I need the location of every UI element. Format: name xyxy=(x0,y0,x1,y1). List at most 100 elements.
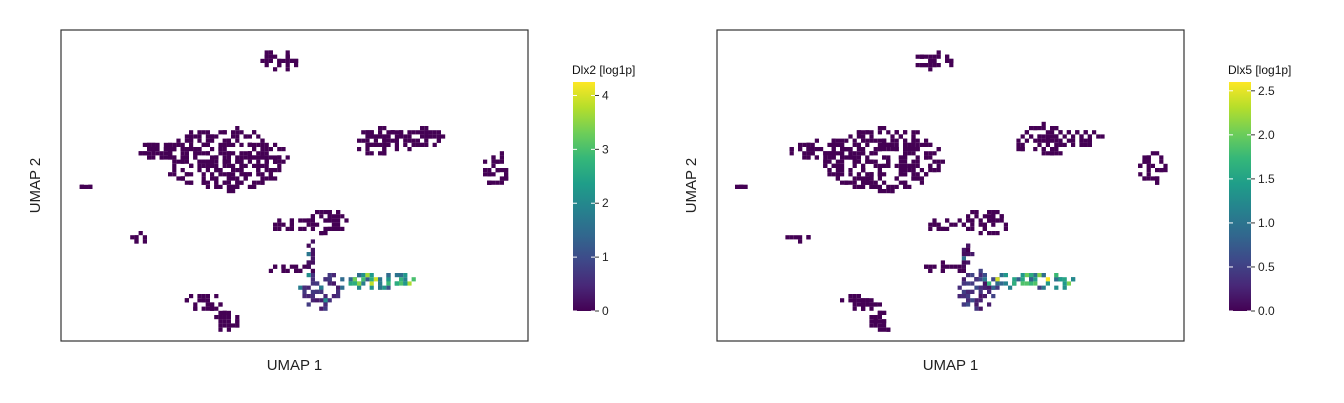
umap-cell xyxy=(214,180,219,185)
umap-cell xyxy=(365,134,370,139)
umap-cell xyxy=(184,151,189,156)
umap-cell xyxy=(970,289,975,294)
umap-cell xyxy=(911,130,916,135)
umap-cell xyxy=(848,180,853,185)
umap-cell xyxy=(890,138,895,143)
umap-cell xyxy=(957,294,962,299)
umap-cell xyxy=(890,189,895,194)
umap-cell xyxy=(277,226,282,231)
umap-cell xyxy=(873,151,878,156)
umap-cell xyxy=(331,281,336,286)
umap-cell xyxy=(218,172,223,177)
umap-cell xyxy=(1159,155,1164,160)
umap-points xyxy=(79,50,509,332)
umap-cell xyxy=(390,138,395,143)
umap-cell xyxy=(378,134,383,139)
umap-cell xyxy=(361,138,366,143)
umap-cell xyxy=(865,180,870,185)
umap-cell xyxy=(214,159,219,164)
umap-cell xyxy=(256,172,261,177)
umap-cell xyxy=(281,58,286,63)
umap-cell xyxy=(852,180,857,185)
umap-cell xyxy=(394,281,399,286)
umap-cell xyxy=(840,172,845,177)
umap-cell xyxy=(226,180,231,185)
umap-cell xyxy=(268,50,273,55)
umap-cell xyxy=(991,214,996,219)
umap-cell xyxy=(1062,281,1067,286)
umap-cell xyxy=(193,151,198,156)
umap-cell xyxy=(432,134,437,139)
umap-points xyxy=(735,50,1168,332)
umap-cell xyxy=(1012,281,1017,286)
umap-cell xyxy=(273,222,278,227)
umap-cell xyxy=(1054,134,1059,139)
umap-cell xyxy=(348,281,353,286)
umap-cell xyxy=(1155,151,1160,156)
umap-cell xyxy=(861,130,866,135)
umap-cell xyxy=(835,159,840,164)
umap-cell xyxy=(903,168,908,173)
umap-cell xyxy=(999,214,1004,219)
umap-cell xyxy=(869,130,874,135)
umap-cell xyxy=(176,176,181,181)
umap-cell xyxy=(189,130,194,135)
umap-cell xyxy=(966,243,971,248)
umap-cell xyxy=(903,138,908,143)
umap-cell xyxy=(1033,147,1038,152)
umap-cell xyxy=(932,63,937,68)
umap-cell xyxy=(273,142,278,147)
umap-cell xyxy=(1146,176,1151,181)
umap-cell xyxy=(1062,277,1067,282)
umap-cell xyxy=(289,218,294,223)
umap-cell xyxy=(365,138,370,143)
umap-cell xyxy=(134,235,139,240)
umap-cell xyxy=(205,294,210,299)
umap-cell xyxy=(260,147,265,152)
umap-cell xyxy=(281,268,286,273)
umap-cell xyxy=(907,168,912,173)
umap-cell xyxy=(1096,134,1101,139)
umap-cell xyxy=(814,155,819,160)
umap-cell xyxy=(1050,134,1055,139)
umap-cell xyxy=(861,306,866,311)
umap-cell xyxy=(869,298,874,303)
umap-cell xyxy=(310,252,315,257)
umap-cell xyxy=(982,294,987,299)
umap-cell xyxy=(184,172,189,177)
umap-cell xyxy=(298,218,303,223)
umap-cell xyxy=(1037,138,1042,143)
umap-cell xyxy=(802,151,807,156)
umap-cell xyxy=(180,155,185,160)
umap-cell xyxy=(264,58,269,63)
umap-cell xyxy=(945,218,950,223)
umap-cell xyxy=(966,214,971,219)
umap-cell xyxy=(256,168,261,173)
umap-cell xyxy=(277,168,282,173)
umap-cell xyxy=(197,130,202,135)
umap-cell xyxy=(894,142,899,147)
umap-cell xyxy=(856,147,861,152)
umap-cell xyxy=(1058,142,1063,147)
umap-cell xyxy=(835,151,840,156)
umap-cell xyxy=(987,302,992,307)
umap-cell xyxy=(352,281,357,286)
umap-cell xyxy=(302,264,307,269)
umap-cell xyxy=(877,323,882,328)
umap-cell xyxy=(197,159,202,164)
umap-cell xyxy=(247,134,252,139)
umap-cell xyxy=(260,180,265,185)
umap-cell xyxy=(911,159,916,164)
umap-cell xyxy=(831,155,836,160)
umap-cell xyxy=(991,222,996,227)
umap-cell xyxy=(999,281,1004,286)
umap-cell xyxy=(1016,138,1021,143)
umap-cell xyxy=(844,155,849,160)
umap-cell xyxy=(231,134,236,139)
umap-cell xyxy=(218,142,223,147)
umap-cell xyxy=(260,58,265,63)
umap-cell xyxy=(890,184,895,189)
umap-cell xyxy=(852,302,857,307)
umap-cell xyxy=(928,268,933,273)
plot-frame xyxy=(716,29,1185,342)
